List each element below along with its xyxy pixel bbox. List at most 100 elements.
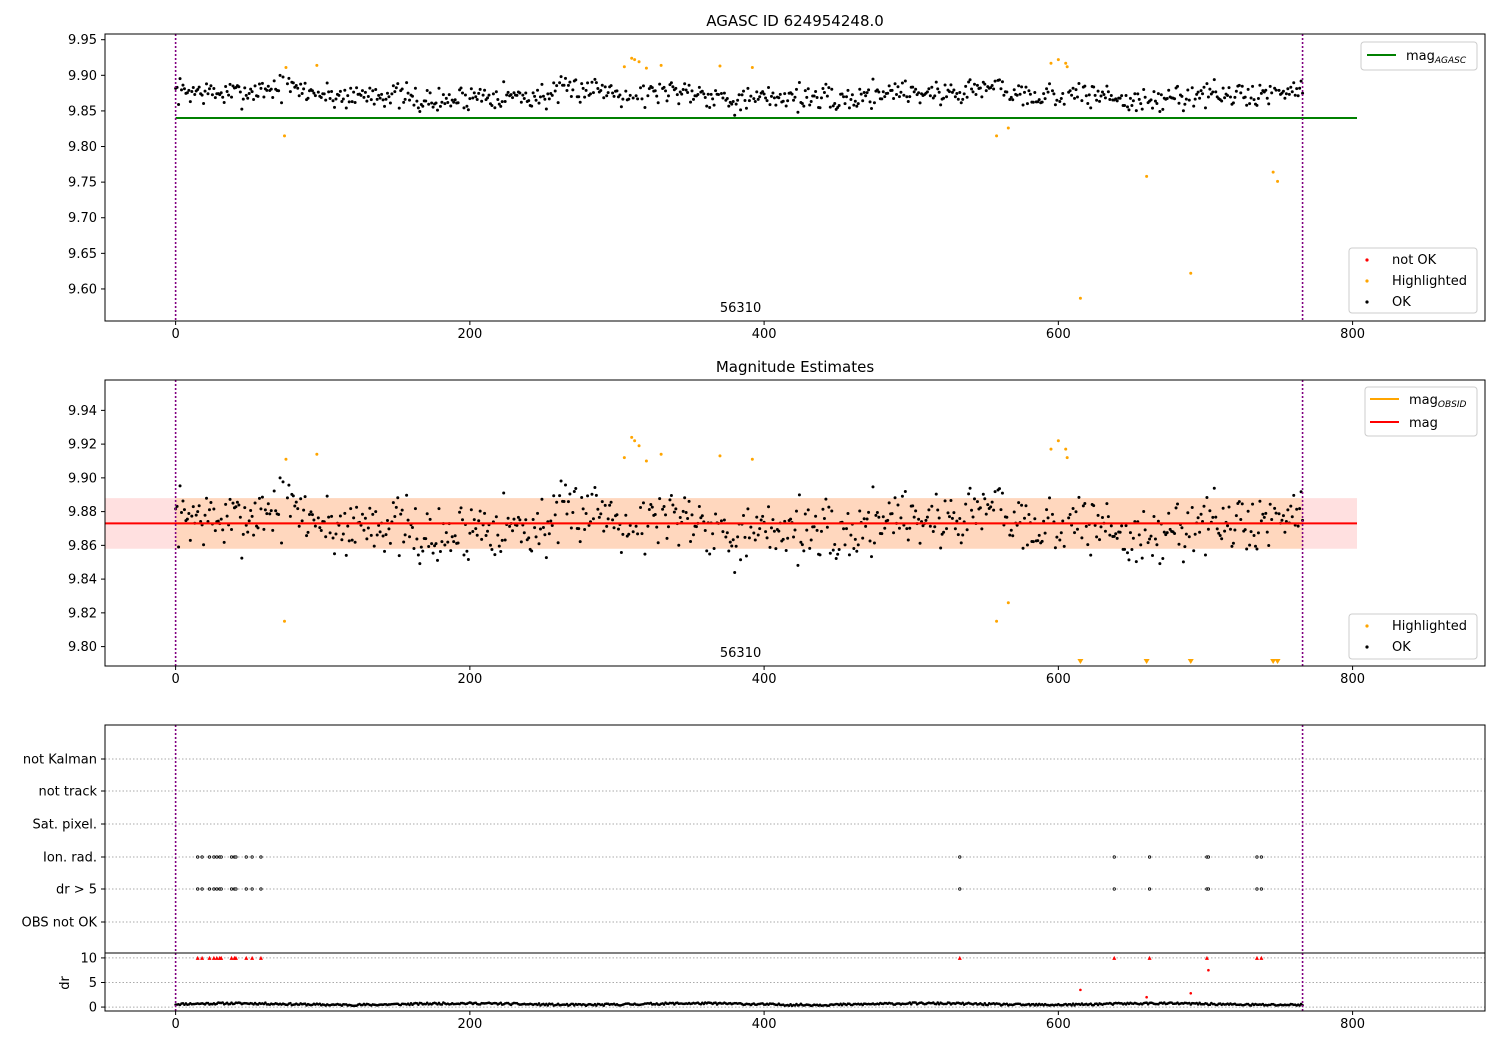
ok-point [1098,99,1102,103]
ok-point [1009,528,1013,532]
ok-point [619,105,623,109]
ok-point [586,81,590,85]
ok-point [191,505,195,509]
ok-point [1161,107,1165,111]
ok-point [319,96,323,100]
ok-point [1287,92,1291,96]
dr-clipped-marker [233,955,238,960]
ok-point [928,524,932,528]
ok-point [722,518,726,522]
ok-point [830,87,834,91]
ok-point [260,81,264,85]
ok-point [512,91,516,95]
ok-point [1181,109,1185,113]
ok-point [784,549,788,553]
ok-point [340,99,344,103]
ok-point [378,96,382,100]
flag-point [958,855,962,859]
ok-point [870,555,874,559]
ok-point [493,553,497,557]
magnitude-xtick-label: 800 [1340,672,1365,687]
ok-point [246,96,250,100]
ok-point [310,89,314,93]
ok-point [437,86,441,90]
flag-row-label: OBS not OK [22,916,98,931]
flags-panel-frame [104,724,1486,1012]
ok-point [1221,506,1225,510]
ok-point [1002,93,1006,97]
ok-point [1009,95,1013,99]
ok-point [424,537,428,541]
ok-point [1240,502,1244,506]
dr-point [1070,1004,1073,1007]
ok-point [1174,506,1178,510]
ok-point [185,517,189,521]
ok-point [577,527,581,531]
ok-point [469,508,473,512]
ok-point [359,93,363,97]
ok-point [359,523,363,527]
ok-point [325,81,329,85]
ok-point [777,96,781,100]
ok-point [472,91,476,95]
ok-point [800,101,804,105]
ok-point [993,79,997,83]
ok-point [594,81,598,85]
ok-point [712,103,716,107]
ok-point [783,519,787,523]
ok-point [344,106,348,110]
ok-point [360,89,364,93]
ok-point [1143,528,1147,532]
ok-point [234,505,238,509]
ok-point [572,489,576,493]
ok-point [728,540,732,544]
ok-point [287,76,291,80]
ok-point [556,541,560,545]
ok-point [412,103,416,107]
ok-point [355,86,359,90]
ok-point [381,534,385,538]
ok-point [605,94,609,98]
ok-point [519,100,523,104]
ok-point [497,102,501,106]
ok-point [346,524,350,528]
ok-point [350,538,354,542]
ok-point [755,515,759,519]
ok-point [224,502,228,506]
ok-point [621,532,625,536]
ok-point [1214,515,1218,519]
ok-point [656,541,660,545]
ok-point [665,536,669,540]
ok-point [903,79,907,83]
ok-point [1156,519,1160,523]
ok-point [462,106,466,110]
highlighted-point [315,63,319,67]
ok-point [796,563,800,567]
ok-point [300,91,304,95]
legend-label-mag-obsid: magOBSID [1409,393,1467,410]
ok-point [509,93,513,97]
ok-point [396,82,400,86]
ok-point [1177,542,1181,546]
ok-point [1255,103,1259,107]
ok-point [415,99,419,103]
ok-point [418,110,422,114]
highlighted-point [633,439,637,443]
ok-point [596,507,600,511]
ok-point [403,97,407,101]
ok-point [394,86,398,90]
ok-point [1239,518,1243,522]
ok-point [297,524,301,528]
ok-point [792,535,796,539]
highlighted-point [995,134,999,138]
ok-point [1286,87,1290,91]
ok-point [1123,547,1127,551]
ok-point [722,91,726,95]
ok-point [858,509,862,513]
ok-point [959,541,963,545]
ok-point [219,91,223,95]
ok-point [272,489,276,493]
ok-point [274,509,278,513]
ok-point [1167,88,1171,92]
ok-point [968,78,972,82]
